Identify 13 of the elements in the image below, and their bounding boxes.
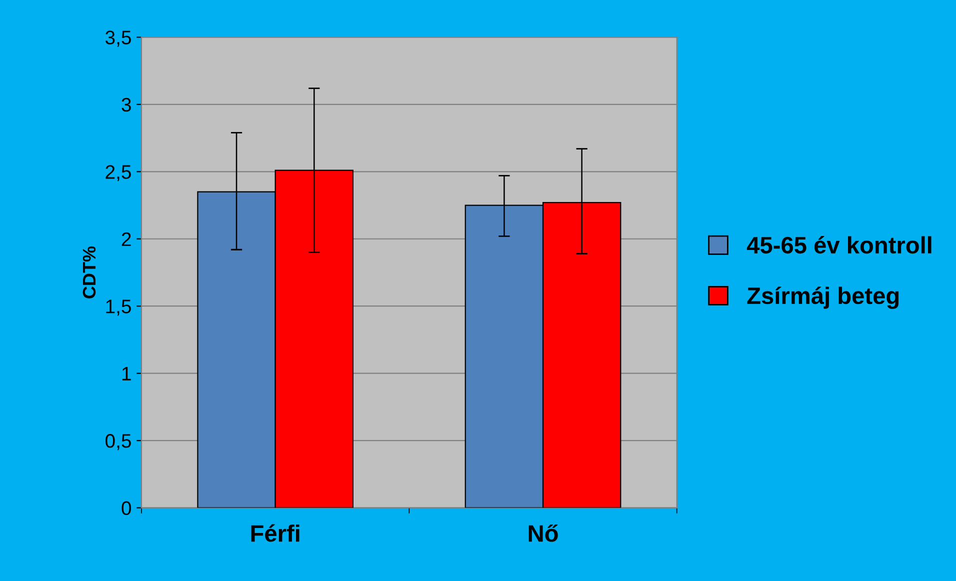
legend-label: 45-65 év kontroll bbox=[746, 236, 932, 254]
y-tick-label: 1 bbox=[122, 367, 131, 380]
legend-label: Zsírmáj beteg bbox=[747, 286, 899, 309]
y-tick-label: 3 bbox=[122, 98, 131, 112]
y-tick-label: 2,5 bbox=[106, 165, 131, 182]
y-tick-label: 0,5 bbox=[106, 434, 131, 450]
y-tick-label: 1,5 bbox=[106, 300, 131, 316]
x-tick-label: Férfi bbox=[251, 524, 300, 542]
x-tick-label: Nő bbox=[528, 524, 558, 542]
y-tick-label: 0 bbox=[122, 501, 132, 516]
y-axis-title: CDT% bbox=[82, 246, 96, 298]
y-tick-label: 2 bbox=[122, 232, 131, 246]
y-tick-label: 3,5 bbox=[105, 30, 131, 47]
